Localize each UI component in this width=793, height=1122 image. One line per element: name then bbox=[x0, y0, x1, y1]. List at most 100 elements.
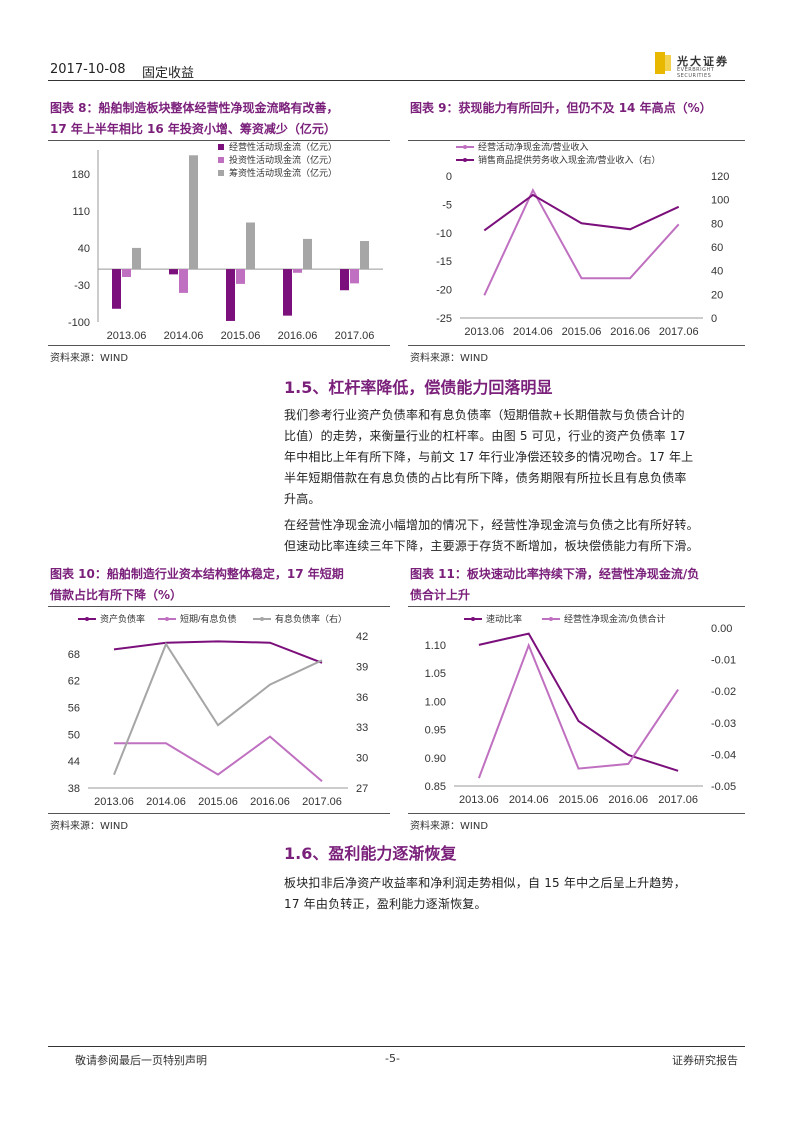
x-tick-label: 2014.06 bbox=[164, 330, 204, 342]
bar bbox=[226, 269, 235, 321]
x-tick-label: 2013.06 bbox=[107, 330, 147, 342]
y-left-tick-label: 0.95 bbox=[425, 725, 446, 737]
fig8-chart: 180 110 40 -30 -100 2013.06 2014.06 2015.06 2016… bbox=[68, 142, 383, 342]
y-right-tick-label: 27 bbox=[356, 783, 368, 795]
y-left-tick-label: 0 bbox=[446, 171, 452, 183]
legend-swatch bbox=[218, 157, 224, 163]
y-tick-label: -100 bbox=[68, 317, 90, 329]
fig11-source: 资料来源：WIND bbox=[410, 821, 489, 832]
footer-rule bbox=[48, 1046, 745, 1047]
fig9-source: 资料来源：WIND bbox=[410, 353, 489, 364]
y-left-tick-label: -5 bbox=[442, 199, 452, 211]
y-left-tick-label: 44 bbox=[68, 756, 80, 768]
footer-disclaimer: 敬请参阅最后一页特别声明 bbox=[75, 1054, 207, 1067]
legend-marker bbox=[463, 158, 467, 162]
fig10-bottom-rule bbox=[48, 813, 390, 814]
x-tick-label: 2014.06 bbox=[513, 326, 553, 338]
x-tick-label: 2016.06 bbox=[608, 794, 648, 806]
para-line: 年中相比上年有所下降，与前文 17 年行业净偿还较多的情况吻合。17 年上 bbox=[284, 450, 694, 464]
y-left-tick-label: -25 bbox=[436, 313, 452, 325]
x-tick-label: 2013.06 bbox=[94, 796, 134, 808]
para-line: 板块扣非后净资产收益率和净利润走势相似，自 15 年中之后呈上升趋势， bbox=[284, 876, 686, 890]
legend-marker bbox=[549, 617, 553, 621]
section-1-5-para2: 在经营性净现金流小幅增加的情况下，经营性净现金流与负债之比有所好转。 但速动比率… bbox=[284, 515, 754, 557]
legend-label: 经营活动净现金流/营业收入 bbox=[478, 142, 589, 152]
y-right-tick-label: 30 bbox=[356, 753, 368, 765]
fig8-source: 资料来源：WIND bbox=[50, 353, 129, 364]
bar bbox=[303, 238, 312, 270]
section-1-6-para: 板块扣非后净资产收益率和净利润走势相似，自 15 年中之后呈上升趋势， 17 年… bbox=[284, 873, 754, 915]
bar bbox=[350, 269, 359, 284]
logo-text-cn: 光大证券 bbox=[677, 55, 729, 68]
x-tick-label: 2017.06 bbox=[302, 796, 342, 808]
logo-text-en: EVERBRIGHT SECURITIES bbox=[677, 67, 715, 79]
x-tick-label: 2016.06 bbox=[250, 796, 290, 808]
legend-label: 筹资性活动现金流（亿元） bbox=[229, 167, 337, 178]
fig9-bottom-rule bbox=[408, 345, 745, 346]
x-tick-label: 2015.06 bbox=[562, 326, 602, 338]
legend-label: 短期/有息负债 bbox=[180, 613, 237, 624]
fig9-top-rule bbox=[408, 140, 745, 141]
y-right-tick-label: -0.05 bbox=[711, 781, 736, 793]
series-line bbox=[478, 632, 679, 772]
bar bbox=[360, 241, 369, 270]
footer-report-type: 证券研究报告 bbox=[672, 1054, 738, 1067]
series-line bbox=[477, 642, 679, 779]
y-right-tick-label: 0.00 bbox=[711, 623, 732, 635]
legend-marker bbox=[85, 617, 89, 621]
y-left-tick-label: 0.90 bbox=[425, 753, 446, 765]
y-right-tick-label: 120 bbox=[711, 171, 729, 183]
bar bbox=[340, 269, 349, 291]
y-left-tick-label: 62 bbox=[68, 676, 80, 688]
section-1-5-heading: 1.5、杠杆率降低，偿债能力回落明显 bbox=[284, 378, 553, 397]
y-tick-label: -30 bbox=[74, 280, 90, 292]
fig9-title: 图表 9：获现能力有所回升，但仍不及 14 年高点（%） bbox=[410, 101, 712, 115]
y-right-tick-label: 60 bbox=[711, 242, 723, 254]
legend-label: 有息负债率（右） bbox=[275, 613, 347, 624]
legend-marker bbox=[471, 617, 475, 621]
y-tick-label: 40 bbox=[78, 243, 90, 255]
logo-mark-icon bbox=[655, 52, 671, 74]
fig8-title-line1: 图表 8：船舶制造板块整体经营性净现金流略有改善， bbox=[50, 101, 339, 115]
x-tick-label: 2017.06 bbox=[335, 330, 375, 342]
x-tick-label: 2015.06 bbox=[198, 796, 238, 808]
legend-swatch bbox=[218, 170, 224, 176]
bar bbox=[132, 247, 141, 270]
y-left-tick-label: 50 bbox=[68, 729, 80, 741]
y-left-tick-label: -10 bbox=[436, 228, 452, 240]
legend-label: 投资性活动现金流（亿元） bbox=[229, 154, 337, 165]
fig11-title-line1: 图表 11：板块速动比率持续下滑，经营性净现金流/负 bbox=[410, 567, 700, 581]
bar bbox=[169, 269, 178, 275]
y-right-tick-label: 80 bbox=[711, 218, 723, 230]
y-left-tick-label: 38 bbox=[68, 783, 80, 795]
legend-marker bbox=[165, 617, 169, 621]
y-left-tick-label: 1.05 bbox=[425, 668, 446, 680]
fig8-bottom-rule bbox=[48, 345, 390, 346]
x-tick-label: 2013.06 bbox=[459, 794, 499, 806]
fig11-top-rule bbox=[408, 606, 745, 607]
y-left-tick-label: 1.10 bbox=[425, 640, 446, 652]
fig10-title-line2: 借款占比有所下降（%） bbox=[50, 588, 183, 602]
series-line bbox=[483, 187, 680, 296]
bar bbox=[189, 155, 198, 270]
para-line: 升高。 bbox=[284, 492, 321, 506]
y-tick-label: 110 bbox=[72, 206, 90, 218]
fig8-title-line2: 17 年上半年相比 16 年投资小增、筹资减少（亿元） bbox=[50, 122, 336, 136]
para-line: 半年短期借款在有息负债的占比有所下降，债务期限有所拉长且有息负债率 bbox=[284, 471, 687, 485]
y-right-tick-label: 20 bbox=[711, 289, 723, 301]
fig9-chart: 0 -5 -10 -15 -20 -25 120 100 80 60 40 20 0 2013.06 201… bbox=[436, 142, 729, 338]
bar bbox=[112, 269, 121, 309]
company-logo: 光大证券 EVERBRIGHT SECURITIES bbox=[655, 52, 745, 79]
bar bbox=[179, 269, 188, 293]
para-line: 在经营性净现金流小幅增加的情况下，经营性净现金流与负债之比有所好转。 bbox=[284, 518, 699, 532]
fig10-source: 资料来源：WIND bbox=[50, 821, 129, 832]
y-right-tick-label: 0 bbox=[711, 313, 717, 325]
y-left-tick-label: 68 bbox=[68, 649, 80, 661]
y-right-tick-label: 39 bbox=[356, 661, 368, 673]
fig10-top-rule bbox=[48, 606, 390, 607]
bar bbox=[122, 269, 131, 278]
section-1-5-para1: 我们参考行业资产负债率和有息负债率（短期借款+长期借款与负债合计的 比值）的走势… bbox=[284, 405, 754, 510]
para-line: 我们参考行业资产负债率和有息负债率（短期借款+长期借款与负债合计的 bbox=[284, 408, 685, 422]
section-1-6-heading: 1.6、盈利能力逐渐恢复 bbox=[284, 844, 457, 863]
legend-marker bbox=[463, 145, 467, 149]
